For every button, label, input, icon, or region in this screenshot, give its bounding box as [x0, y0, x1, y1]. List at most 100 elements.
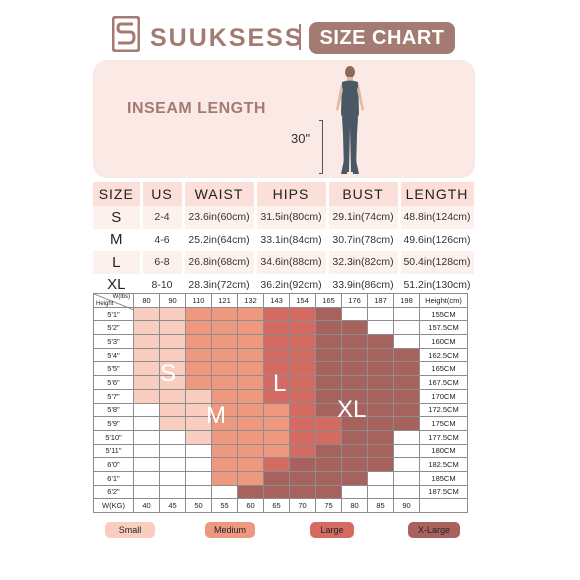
- zone-letter-s: S: [160, 360, 177, 387]
- grid-cell: [237, 334, 264, 349]
- height-ft-label: 6'1": [93, 470, 134, 486]
- grid-cell: [185, 470, 212, 486]
- grid-cell: [211, 443, 238, 459]
- grid-cell: [289, 375, 316, 390]
- grid-cell: [237, 416, 264, 431]
- hips-cell: 34.6in(88cm): [255, 251, 329, 274]
- lbs-header-cell: 80: [133, 293, 160, 308]
- grid-cell: [185, 388, 212, 404]
- grid-row: 5'8" 172.5CM: [93, 402, 468, 418]
- waist-cell: 26.8in(68cm): [183, 251, 257, 274]
- grid-cell: [185, 306, 212, 322]
- height-ft-label: 5'7": [93, 388, 134, 404]
- grid-cell: [211, 429, 238, 445]
- header-hips: HIPS: [255, 182, 329, 206]
- grid-cell: [185, 320, 212, 336]
- grid-cell: [341, 457, 368, 472]
- grid-cell: [159, 402, 186, 418]
- grid-cell: [341, 361, 368, 377]
- size-table: SIZE US WAIST HIPS BUST LENGTH S 2-4 23.…: [93, 182, 477, 296]
- grid-cell: [393, 457, 420, 472]
- kg-cell: 40: [133, 498, 160, 513]
- bust-cell: 33.9in(86cm): [327, 273, 401, 296]
- grid-cell: [367, 470, 394, 486]
- grid-cell: [159, 388, 186, 404]
- grid-cell: [315, 470, 342, 486]
- grid-cell: [211, 347, 238, 363]
- waist-cell: 25.2in(64cm): [183, 228, 257, 251]
- grid-cell: [237, 484, 264, 500]
- kg-footer-row: W(KG) 40 45 50 55 60 65 70 75 80 85 90: [93, 498, 468, 513]
- height-cm-label: 170CM: [419, 388, 468, 404]
- kg-cell: 70: [289, 498, 316, 513]
- grid-cell: [393, 361, 420, 377]
- grid-cell: [263, 457, 290, 472]
- grid-cell: [289, 457, 316, 472]
- grid-cell: [185, 334, 212, 349]
- grid-row: 5'5" 165CM: [93, 361, 468, 377]
- grid-cell: [341, 375, 368, 390]
- header-length: LENGTH: [399, 182, 477, 206]
- grid-cell: [263, 320, 290, 336]
- grid-cell: [289, 484, 316, 500]
- height-cm-label: 177.5CM: [419, 429, 468, 445]
- grid-row: 5'3" 160CM: [93, 334, 468, 349]
- grid-cell: [315, 334, 342, 349]
- grid-cell: [211, 484, 238, 500]
- grid-cell: [315, 443, 342, 459]
- kg-cell: 55: [211, 498, 238, 513]
- grid-row: 5'4" 162.5CM: [93, 347, 468, 363]
- grid-cell: [237, 375, 264, 390]
- grid-cell: [341, 429, 368, 445]
- grid-cell: [393, 416, 420, 431]
- grid-cell: [289, 388, 316, 404]
- grid-cell: [159, 429, 186, 445]
- grid-row: 6'2" 187.5CM: [93, 484, 468, 500]
- inseam-label: INSEAM LENGTH: [127, 100, 266, 117]
- grid-cell: [367, 484, 394, 500]
- grid-cell: [237, 457, 264, 472]
- grid-cell: [393, 347, 420, 363]
- hips-cell: 31.5in(80cm): [255, 206, 329, 229]
- height-cm-label: 167.5CM: [419, 375, 468, 390]
- grid-cell: [159, 484, 186, 500]
- grid-cell: [159, 443, 186, 459]
- grid-cell: [289, 402, 316, 418]
- lbs-header-cell: 165: [315, 293, 342, 308]
- grid-cell: [289, 361, 316, 377]
- grid-cell: [341, 484, 368, 500]
- us-cell: 8-10: [141, 273, 185, 296]
- grid-cell: [367, 375, 394, 390]
- grid-cell: [315, 429, 342, 445]
- grid-cell: [211, 375, 238, 390]
- height-cm-label: 165CM: [419, 361, 468, 377]
- size-chart-title: SIZE CHART: [309, 22, 455, 54]
- length-cell: 50.4in(128cm): [399, 251, 477, 274]
- header-bust: BUST: [327, 182, 401, 206]
- height-ft-label: 5'2": [93, 320, 134, 336]
- grid-cell: [393, 375, 420, 390]
- grid-cell: [237, 320, 264, 336]
- grid-cell: [211, 361, 238, 377]
- height-cm-label: 187.5CM: [419, 484, 468, 500]
- kg-cell: 75: [315, 498, 342, 513]
- grid-cell: [315, 375, 342, 390]
- kg-cell: 50: [185, 498, 212, 513]
- grid-row: 5'11" 180CM: [93, 443, 468, 459]
- grid-row: 5'1" 155CM: [93, 306, 468, 322]
- height-cm-label: 157.5CM: [419, 320, 468, 336]
- waist-cell: 28.3in(72cm): [183, 273, 257, 296]
- kg-cell: 65: [263, 498, 290, 513]
- grid-cell: [289, 347, 316, 363]
- height-cm-label: 180CM: [419, 443, 468, 459]
- height-cm-label: 172.5CM: [419, 402, 468, 418]
- height-ft-label: 5'11": [93, 443, 134, 459]
- grid-cell: [341, 470, 368, 486]
- grid-cell: [211, 457, 238, 472]
- grid-cell: [315, 306, 342, 322]
- size-cell: S: [93, 206, 143, 229]
- legend-medium: Medium: [205, 522, 255, 538]
- grid-cell: [393, 388, 420, 404]
- height-ft-label: 5'5": [93, 361, 134, 377]
- height-cm-label: 185CM: [419, 470, 468, 486]
